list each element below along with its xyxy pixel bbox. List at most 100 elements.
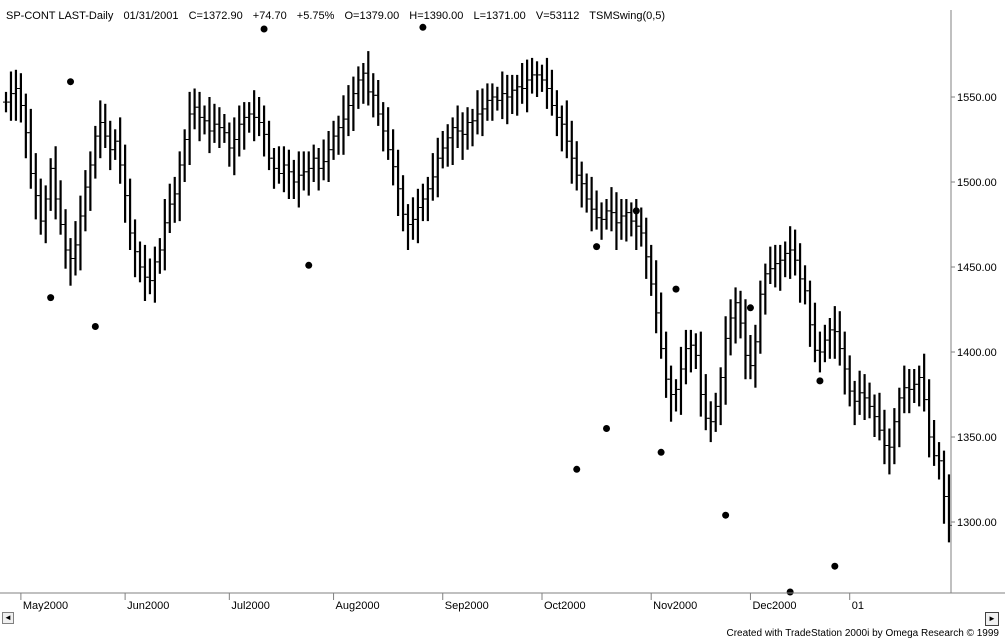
open-label: O=1379.00 — [344, 10, 400, 22]
price-bar — [191, 88, 198, 130]
price-bar — [613, 192, 620, 250]
high-label: H=1390.00 — [409, 10, 464, 22]
date-label: 01/31/2001 — [123, 10, 179, 22]
price-bar — [27, 108, 34, 189]
price-bar — [449, 117, 456, 165]
price-bar — [102, 103, 109, 148]
price-bar — [444, 124, 451, 167]
price-bar — [409, 197, 416, 240]
price-bar — [414, 188, 421, 244]
scroll-right-button[interactable]: ► — [985, 612, 999, 626]
swing-low-dot — [722, 511, 730, 519]
price-bar — [747, 335, 754, 380]
price-bar — [797, 243, 804, 303]
price-bar — [737, 290, 744, 339]
price-bar — [623, 199, 630, 242]
time-tick-label: Aug2000 — [336, 600, 380, 612]
price-bar — [598, 202, 605, 240]
swing-low-dot — [657, 448, 665, 456]
price-bar — [638, 207, 645, 247]
price-bar — [668, 365, 675, 422]
price-bar — [161, 199, 168, 271]
price-bar — [767, 246, 774, 284]
swing-low-dot — [786, 588, 794, 596]
price-bar — [17, 73, 24, 123]
price-bar — [201, 105, 208, 135]
price-bar — [112, 129, 119, 160]
price-bar — [42, 185, 49, 244]
price-bar — [400, 175, 407, 232]
price-tick-label: 1300.00 — [957, 517, 997, 529]
price-bar — [464, 107, 471, 150]
price-bar — [861, 374, 868, 420]
price-bar — [176, 151, 183, 222]
price-tick-label: 1500.00 — [957, 177, 997, 189]
price-bar — [469, 108, 476, 147]
price-bar — [335, 115, 342, 155]
price-bar — [772, 244, 779, 288]
price-bar — [226, 122, 233, 167]
price-bar — [62, 209, 69, 269]
price-bar — [543, 57, 550, 109]
price-bar — [702, 374, 709, 431]
price-bar — [757, 280, 764, 354]
price-bar — [57, 180, 64, 235]
price-bar — [32, 153, 39, 220]
change-label: +74.70 — [252, 10, 287, 22]
price-bar — [489, 83, 496, 121]
swing-high-dot — [260, 25, 268, 33]
price-bar — [137, 241, 143, 283]
price-bar — [97, 100, 104, 159]
price-bar — [519, 63, 526, 104]
price-bar — [727, 299, 734, 356]
price-bar — [385, 107, 392, 160]
price-bar — [360, 63, 367, 104]
price-bar — [156, 238, 163, 274]
price-bar — [236, 105, 243, 157]
price-bar — [643, 217, 650, 279]
price-bar — [395, 149, 402, 216]
price-bar — [221, 114, 228, 143]
price-bar — [419, 183, 426, 222]
price-bar — [380, 102, 387, 152]
price-bar — [266, 120, 273, 171]
price-bar — [280, 146, 287, 193]
price-bar — [593, 190, 600, 230]
price-bar — [811, 302, 818, 363]
price-bar — [722, 316, 729, 405]
price-axis: 1550.00 1500.00 1450.00 1400.00 1350.00 1300.… — [951, 92, 997, 529]
price-bar — [618, 199, 625, 240]
price-bar — [171, 176, 178, 223]
price-bar — [211, 103, 218, 143]
price-bar — [141, 244, 148, 301]
price-bar — [499, 71, 506, 120]
price-bar — [87, 151, 94, 211]
symbol-label: SP-CONT LAST-Daily — [6, 10, 114, 22]
credit-text: Created with TradeStation 2000i by Omega… — [726, 628, 999, 639]
price-bar — [524, 59, 531, 113]
price-bar — [315, 148, 322, 191]
price-bar — [295, 151, 302, 208]
scroll-left-button[interactable]: ◄ — [2, 612, 14, 624]
price-bar — [37, 178, 44, 235]
price-bar — [375, 80, 382, 126]
price-bar — [82, 170, 89, 232]
swing-low-dot — [831, 562, 839, 570]
price-bar — [677, 346, 684, 415]
price-bar — [752, 324, 759, 388]
price-bar — [325, 131, 332, 182]
price-bar — [931, 420, 938, 466]
price-bar — [320, 139, 327, 181]
price-bar — [682, 329, 689, 385]
ohlc-bars-layer — [3, 51, 952, 543]
price-bar — [300, 151, 307, 191]
price-bar — [921, 353, 928, 412]
price-bar — [251, 90, 258, 142]
time-tick-label: Nov2000 — [653, 600, 697, 612]
price-bar — [633, 199, 640, 250]
price-bar — [807, 280, 813, 347]
price-bar — [687, 329, 694, 373]
price-bar — [127, 178, 134, 250]
time-tick-label: 01 — [852, 600, 864, 612]
